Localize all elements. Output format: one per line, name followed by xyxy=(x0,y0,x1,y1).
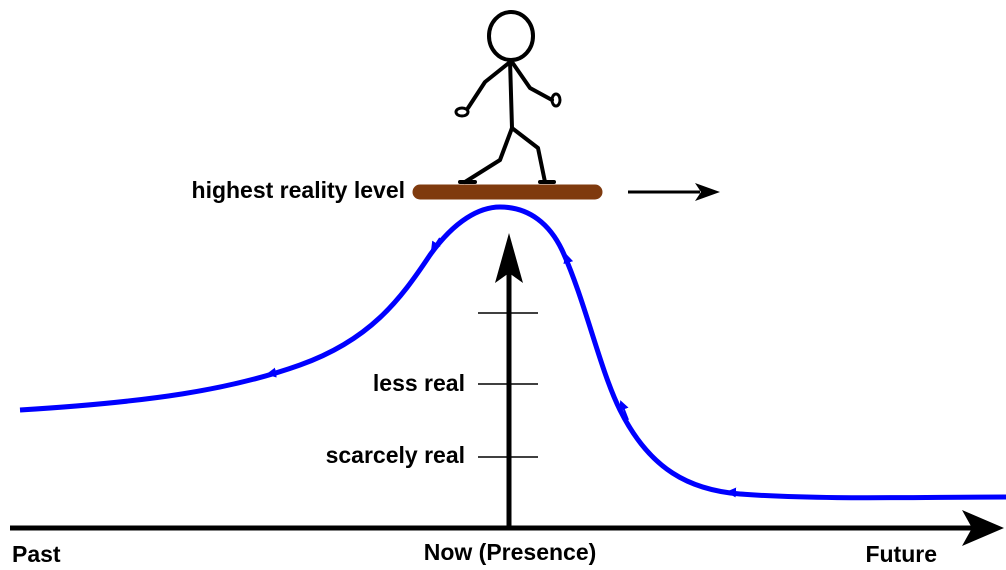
level-label: less real xyxy=(373,370,465,396)
diagram: highest reality level less real scarcely… xyxy=(0,0,1006,570)
axis-label: Past xyxy=(12,541,61,567)
level-label: scarcely real xyxy=(326,442,465,468)
axis-label: Now (Presence) xyxy=(424,539,597,565)
axis-label: Future xyxy=(865,541,937,567)
level-label: highest reality level xyxy=(192,177,405,203)
stick-figure xyxy=(456,12,560,182)
curve-arrow xyxy=(728,492,745,493)
